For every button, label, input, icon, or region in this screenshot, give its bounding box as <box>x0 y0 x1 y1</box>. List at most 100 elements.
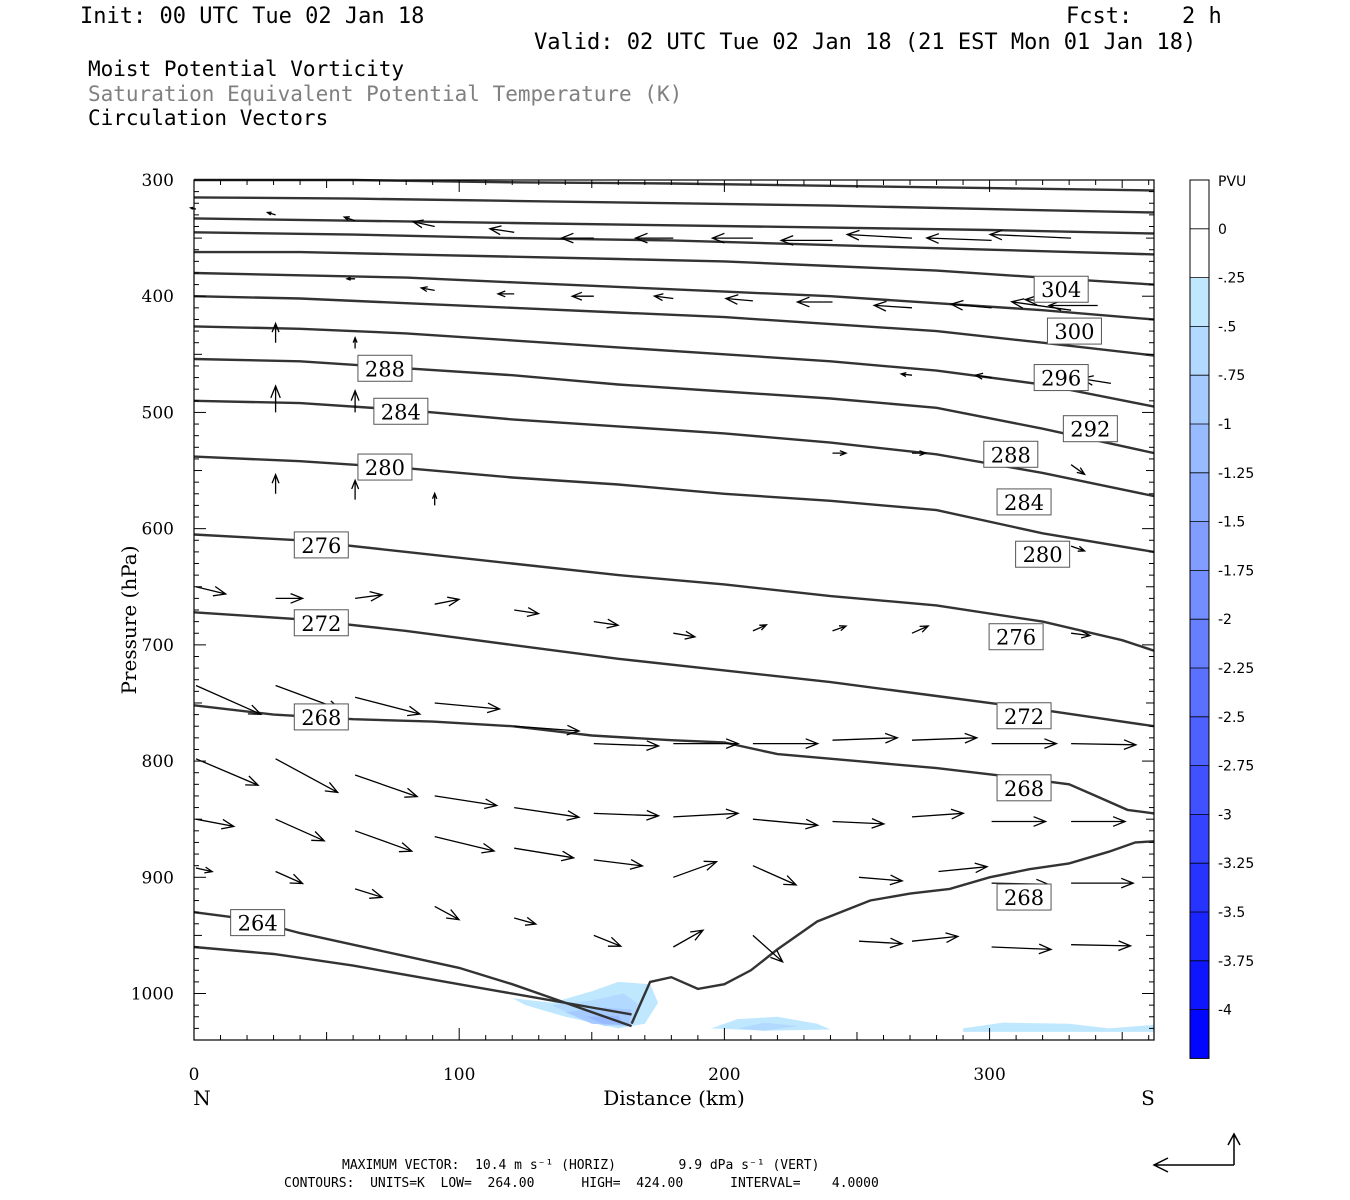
circulation-vector <box>270 384 281 413</box>
circulation-vector <box>752 624 769 632</box>
colorbar-segment <box>1190 228 1209 278</box>
circulation-vector <box>1071 739 1138 751</box>
circulation-vector <box>911 932 960 943</box>
y-axis-label: Pressure (hPa) <box>117 546 141 695</box>
colorbar-title: PVU <box>1218 174 1246 190</box>
legend-theta-es: Saturation Equivalent Potential Temperat… <box>88 82 683 106</box>
y-tick-label: 400 <box>142 287 174 307</box>
circulation-vector <box>593 859 645 870</box>
circulation-vector <box>832 732 900 744</box>
circulation-vector <box>912 450 928 457</box>
colorbar-tick-label: -3.25 <box>1218 856 1254 872</box>
y-tick-label: 600 <box>142 520 174 540</box>
contour-label: 276 <box>301 534 341 558</box>
contour-label: 288 <box>991 443 1031 467</box>
colorbar-tick-label: -2.5 <box>1218 710 1245 726</box>
contour-label-box <box>293 609 349 637</box>
circulation-vector <box>354 888 384 899</box>
circulation-vector <box>1009 298 1072 311</box>
circulation-vector <box>345 276 356 281</box>
theta-es-contour <box>193 357 1155 455</box>
circulation-vector <box>514 806 581 821</box>
circulation-vector <box>195 758 260 786</box>
x-tick-label: 100 <box>443 1065 475 1085</box>
contour-label-box <box>373 397 429 425</box>
theta-es-contour <box>193 945 632 1016</box>
theta-es-contour <box>194 250 1155 286</box>
circulation-vector <box>1070 464 1087 476</box>
circulation-vector <box>872 300 913 312</box>
circulation-vector <box>342 216 356 222</box>
circulation-vector <box>514 847 576 862</box>
theta-es-contour <box>193 704 1155 815</box>
contour-label-box <box>1046 317 1102 345</box>
circulation-vector <box>988 229 1072 241</box>
contours-note: CONTOURS: UNITS=K LOW= 264.00 HIGH= 424.… <box>284 1176 879 1191</box>
circulation-vector <box>559 232 594 244</box>
theta-es-contour <box>193 533 1155 652</box>
contour-label-box <box>996 883 1052 911</box>
circulation-vector <box>710 232 753 244</box>
x-tick-label: 300 <box>973 1065 1005 1085</box>
circulation-vector <box>911 808 966 820</box>
x-end-label-right: S <box>1141 1086 1155 1110</box>
colorbar-segment <box>1190 472 1209 522</box>
circulation-vector <box>673 630 697 640</box>
colorbar-tick-label: -2.75 <box>1218 759 1254 775</box>
colorbar-segment <box>1190 716 1209 766</box>
circulation-vector <box>352 335 358 349</box>
circulation-vector <box>991 816 1048 827</box>
max-vector-note: MAXIMUM VECTOR: 10.4 m s⁻¹ (HORIZ) 9.9 d… <box>342 1158 820 1173</box>
circulation-vector <box>593 618 620 629</box>
mpv-shade-region <box>737 1022 799 1031</box>
axes: Distance (km) Pressure (hPa) N S 0 100 200… <box>117 171 1155 1110</box>
y-tick-label: 800 <box>142 752 174 772</box>
colorbar-tick-label: -1.5 <box>1218 515 1245 531</box>
circulation-vector <box>1071 816 1127 827</box>
contour-label-box <box>996 774 1052 802</box>
contour-label-box <box>293 531 349 559</box>
circulation-vector <box>514 916 538 926</box>
circulation-vector <box>795 296 833 308</box>
colorbar-segment <box>1190 570 1209 620</box>
circulation-vector <box>434 835 496 854</box>
circulation-vector <box>724 294 753 305</box>
contour-label: 284 <box>381 400 421 424</box>
contour-label: 296 <box>1041 367 1081 391</box>
circulation-vector <box>419 286 435 293</box>
contour-label: 268 <box>1004 886 1044 910</box>
colorbar-tick-label: -1.75 <box>1218 563 1254 579</box>
x-tick-label: 200 <box>708 1065 740 1085</box>
contour-label-box <box>230 909 286 937</box>
colorbar-tick-label: -.75 <box>1218 368 1245 384</box>
circulation-vector <box>351 478 360 500</box>
circulation-vector <box>350 389 360 413</box>
circulation-vector <box>973 372 992 380</box>
circulation-vector <box>752 934 784 963</box>
contour-label-box <box>357 354 413 382</box>
colorbar-segment <box>1190 668 1209 717</box>
colorbar-tick-label: -3.75 <box>1218 954 1254 970</box>
circulation-vector <box>899 371 913 378</box>
colorbar-tick-label: -2 <box>1218 612 1232 628</box>
circulation-vector <box>434 795 499 810</box>
circulation-vector <box>275 758 340 794</box>
circulation-vector <box>271 321 280 343</box>
reference-vector-arrow <box>1152 1132 1241 1173</box>
legend-vectors: Circulation Vectors <box>88 106 329 130</box>
contour-label-box <box>996 702 1052 730</box>
colorbar-tick-label: -.25 <box>1218 271 1245 287</box>
colorbar-segment <box>1190 375 1209 424</box>
contour-label-box <box>996 488 1052 516</box>
init-time: Init: 00 UTC Tue 02 Jan 18 <box>80 4 425 29</box>
circulation-vector <box>652 293 674 302</box>
contour-label-box <box>293 703 349 731</box>
circulation-vector <box>195 818 236 830</box>
colorbar-segment <box>1190 912 1209 961</box>
circulation-vector <box>845 229 913 241</box>
contour-label-box <box>983 440 1039 468</box>
circulation-vector <box>593 934 623 947</box>
contour-label: 268 <box>1004 777 1044 801</box>
mpv-shade-region <box>963 1022 1154 1032</box>
circulation-vector <box>633 232 674 244</box>
